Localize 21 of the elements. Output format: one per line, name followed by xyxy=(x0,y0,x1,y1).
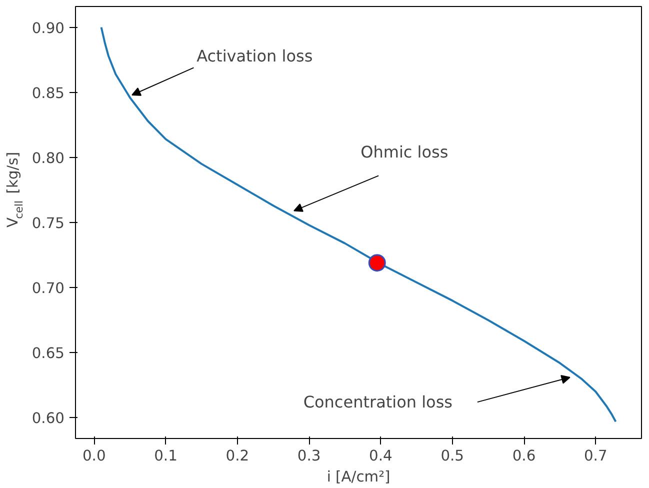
y-tick-label: 0.65 xyxy=(32,345,65,362)
annotation: Activation loss xyxy=(196,46,313,66)
x-tick-label: 0.6 xyxy=(512,448,536,464)
x-tick-label: 0.2 xyxy=(226,448,250,464)
x-tick-label: 0.7 xyxy=(584,448,608,464)
x-tick-label: 0.0 xyxy=(82,448,106,464)
line-series xyxy=(100,26,617,423)
y-axis-title: Vcell [kg/s] xyxy=(4,152,26,228)
y-tick-label: 0.85 xyxy=(32,84,65,102)
x-tick-label: 0.5 xyxy=(440,448,464,464)
x-tick-label: 0.3 xyxy=(297,448,321,464)
y-tick-label: 0.75 xyxy=(32,215,65,232)
annotation: Ohmic loss xyxy=(360,142,448,162)
x-tick-label: 0.1 xyxy=(154,448,178,464)
x-axis-title: i [A/cm²] xyxy=(326,468,390,486)
annotation: Concentration loss xyxy=(303,392,453,412)
y-tick-label: 0.90 xyxy=(32,20,65,37)
y-tick-label: 0.60 xyxy=(32,410,65,428)
x-tick-label: 0.4 xyxy=(369,448,392,464)
y-tick-label: 0.70 xyxy=(32,280,65,298)
y-tick-label: 0.80 xyxy=(32,150,65,167)
